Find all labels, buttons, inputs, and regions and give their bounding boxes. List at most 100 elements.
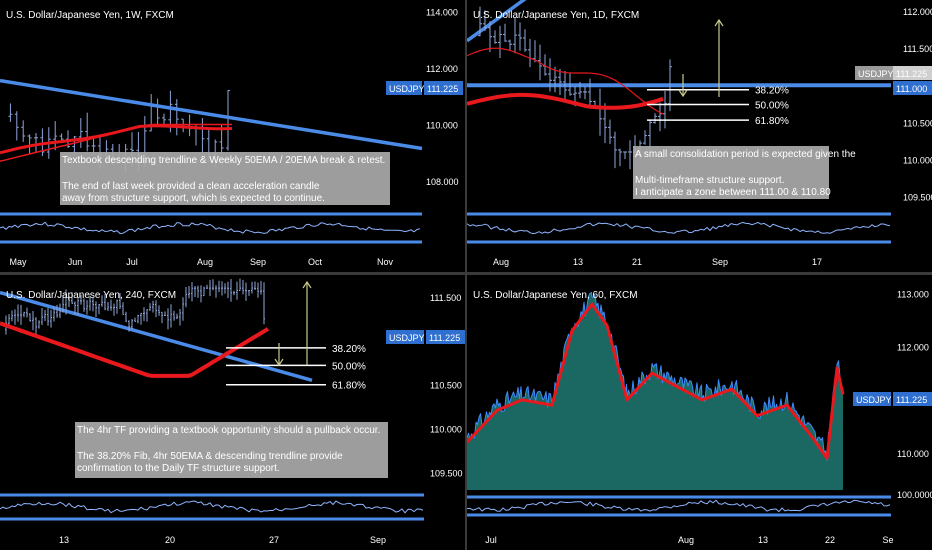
y-tick-label: 108.000 bbox=[426, 177, 459, 187]
panel-background bbox=[467, 0, 932, 272]
chart-svg-1h: 113.000112.000111.000110.000JulAug1322Se… bbox=[467, 275, 932, 550]
price-area bbox=[467, 292, 843, 490]
ema-50-line bbox=[0, 321, 270, 378]
chart-title: U.S. Dollar/Japanese Yen, 60, FXCM bbox=[473, 290, 638, 301]
annotation-line: I anticipate a zone between 111.00 & 110… bbox=[635, 187, 831, 198]
oscillator-line-4h bbox=[0, 500, 424, 514]
x-tick-label: May bbox=[9, 257, 27, 267]
y-tick-label: 113.000 bbox=[897, 290, 929, 300]
panel-background bbox=[0, 0, 465, 272]
y-tick-label: 110.000 bbox=[426, 120, 458, 130]
x-tick-label: 13 bbox=[758, 535, 768, 545]
chart-panel-4h[interactable]: 111.500 110.500 110.000 109.500 13 20 27 Sep 38.… bbox=[0, 275, 465, 550]
chart-panel-daily[interactable]: 112.000 111.500 111.000 110.500 110.000 109.5… bbox=[467, 0, 932, 272]
x-tick-label: 20 bbox=[165, 535, 175, 545]
x-tick-label: Aug bbox=[678, 535, 694, 545]
annotation-line: The end of last week provided a clean ac… bbox=[62, 181, 320, 192]
fib-level-label: 50.00% bbox=[332, 361, 366, 372]
ema-50-line bbox=[467, 92, 664, 110]
price-badge-label: USDJPY bbox=[856, 395, 892, 405]
x-tick-label: Aug bbox=[197, 257, 213, 267]
annotation-line: The 4hr TF providing a textbook opportun… bbox=[77, 425, 380, 436]
y-tick-label: 110.000 bbox=[897, 449, 929, 459]
chart-title: U.S. Dollar/Japanese Yen, 1W, FXCM bbox=[6, 10, 174, 21]
y-tick-label: 111.500 bbox=[903, 44, 932, 54]
price-badge-label: USDJPY bbox=[858, 69, 894, 79]
fib-level-label: 61.80% bbox=[332, 381, 366, 392]
fib-level-label: 61.80% bbox=[755, 116, 789, 127]
price-badge-label: 111.225 bbox=[429, 333, 460, 343]
target-arrow-head bbox=[714, 18, 724, 27]
x-tick-label: 21 bbox=[632, 257, 642, 267]
fib-level-label: 50.00% bbox=[755, 101, 789, 112]
annotation-box bbox=[75, 422, 388, 478]
y-tick-label: 114.000 bbox=[426, 7, 458, 17]
oscillator-line-daily bbox=[467, 221, 891, 235]
pullback-arrow-head bbox=[678, 89, 688, 98]
x-tick-label: Nov bbox=[377, 257, 394, 267]
descending-trendline bbox=[0, 78, 423, 151]
price-badge bbox=[893, 66, 932, 80]
annotation-line: The 38.20% Fib, 4hr 50EMA & descending t… bbox=[77, 451, 343, 462]
annotation-line: away from structure support, which is ex… bbox=[62, 193, 325, 204]
y-tick-label: 112.000 bbox=[903, 7, 932, 17]
x-tick-label: 27 bbox=[269, 535, 279, 545]
price-badge bbox=[893, 392, 932, 406]
x-tick-label: 17 bbox=[812, 257, 822, 267]
annotation-box bbox=[60, 152, 390, 205]
y-tick-label: 109.500 bbox=[903, 192, 932, 202]
y-tick-label: 110.500 bbox=[903, 118, 932, 128]
y-tick-label: 110.000 bbox=[903, 155, 932, 165]
chart-title: U.S. Dollar/Japanese Yen, 1D, FXCM bbox=[473, 10, 639, 21]
horizontal-divider bbox=[0, 272, 932, 275]
fib-level-label: 38.20% bbox=[332, 344, 366, 355]
panel-background bbox=[0, 275, 465, 550]
chart-svg-daily: 112.000 111.500 111.000 110.500 110.000 109.5… bbox=[467, 0, 932, 272]
price-badge-label: 111.000 bbox=[896, 84, 927, 94]
oscillator-scale-label: 100.0000 bbox=[897, 490, 932, 500]
annotation-line: confirmation to the Daily TF structure s… bbox=[77, 463, 280, 474]
chart-svg-4h: 111.500 110.500 110.000 109.500 13 20 27 Sep 38.… bbox=[0, 275, 465, 550]
price-badge bbox=[853, 392, 891, 406]
chart-panel-1h[interactable]: 113.000112.000111.000110.000JulAug1322Se… bbox=[467, 275, 932, 550]
x-tick-label: Sep bbox=[712, 257, 728, 267]
oscillator-line-weekly bbox=[0, 221, 421, 234]
pullback-arrow-head bbox=[274, 358, 284, 367]
annotation-line: Textbook descending trendline & Weekly 5… bbox=[62, 155, 385, 166]
vertical-divider bbox=[465, 0, 467, 550]
annotation-box bbox=[633, 146, 829, 199]
x-tick-label: Jul bbox=[485, 535, 497, 545]
annotation-line: A small consolidation period is expected… bbox=[635, 149, 856, 160]
ema-20-line bbox=[0, 123, 232, 162]
price-badge bbox=[426, 330, 465, 344]
y-tick-label: 111.500 bbox=[430, 293, 461, 303]
x-tick-label: Jul bbox=[126, 257, 138, 267]
x-tick-label: Oct bbox=[308, 257, 323, 267]
price-badge bbox=[424, 81, 463, 95]
target-arrow-head bbox=[302, 280, 312, 289]
y-tick-label: 112.000 bbox=[426, 64, 458, 74]
x-tick-label: 13 bbox=[59, 535, 69, 545]
price-badge bbox=[386, 81, 422, 95]
y-tick-label: 110.000 bbox=[430, 425, 462, 435]
price-badge bbox=[893, 81, 932, 95]
x-tick-label: Sep bbox=[370, 535, 386, 545]
x-tick-label: 13 bbox=[573, 257, 583, 267]
price-badge-label: USDJPY bbox=[389, 333, 425, 343]
x-tick-label: 22 bbox=[825, 535, 835, 545]
y-tick-label: 109.500 bbox=[430, 468, 463, 478]
x-tick-label: Se bbox=[882, 535, 893, 545]
ema-50-line bbox=[467, 302, 845, 460]
y-tick-label: 112.000 bbox=[897, 343, 929, 353]
y-tick-label: 110.500 bbox=[430, 381, 462, 391]
chart-panel-weekly[interactable]: 114.000 112.000 110.000 108.000 May Jun Jul Aug… bbox=[0, 0, 465, 272]
ema-20-line bbox=[467, 47, 664, 115]
x-tick-label: Aug bbox=[493, 257, 509, 267]
fib-level-label: 38.20% bbox=[755, 86, 789, 97]
rising-trendline bbox=[467, 0, 527, 43]
chart-title: U.S. Dollar/Japanese Yen, 240, FXCM bbox=[6, 290, 176, 301]
price-badge bbox=[386, 330, 424, 344]
oscillator-line-1h bbox=[467, 499, 891, 513]
annotation-line: Multi-timeframe structure support. bbox=[635, 175, 785, 186]
price-badge-label: 111.225 bbox=[427, 84, 458, 94]
